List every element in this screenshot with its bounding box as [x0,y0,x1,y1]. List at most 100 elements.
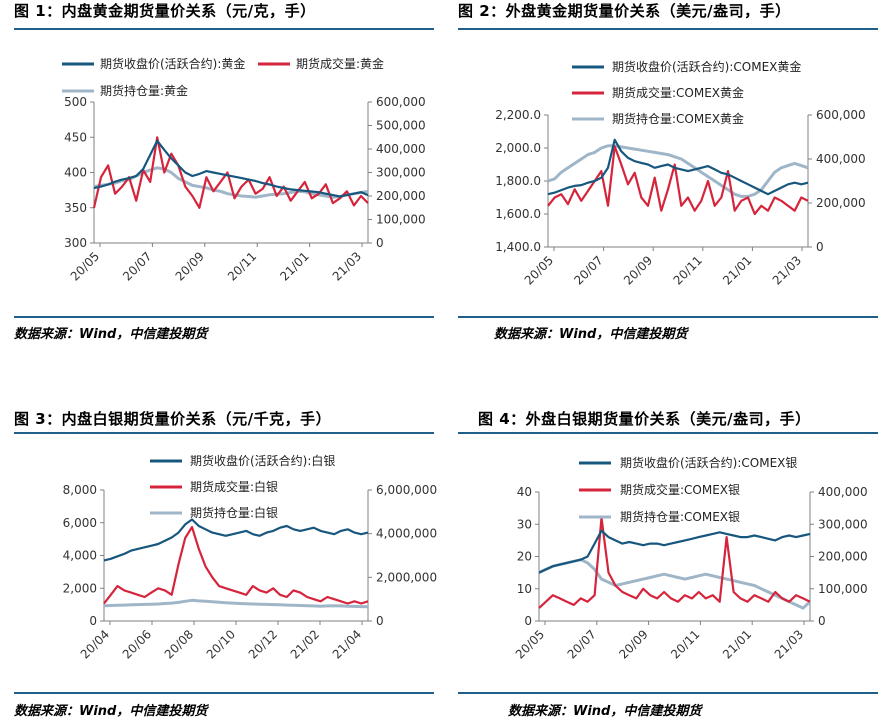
chart-title-1: 图 1：内盘黄金期货量价关系（元/克，手） [14,2,316,20]
right-tick-label: 200,000 [376,189,426,203]
x-tick-label: 20/07 [120,249,154,283]
left-tick-label: 300 [64,236,87,250]
title-rule-3 [14,432,434,434]
x-tick-label: 20/05 [68,249,102,283]
right-tick-label: 100,000 [818,582,868,596]
left-tick-label: 2,000 [63,581,97,595]
x-tick-label: 20/04 [78,627,112,661]
left-tick-label: 1,400.0 [495,240,541,254]
source-text-1: 数据来源：Wind，中信建投期货 [14,327,208,342]
source-text-3: 数据来源：Wind，中信建投期货 [14,704,208,719]
left-tick-label: 450 [64,130,87,144]
legend-label: 期货持仓量:白银 [190,505,278,520]
series-line-navy [103,518,369,562]
series-line-red [538,516,811,609]
series-line-grey [103,598,369,609]
left-tick-label: 1,800.0 [495,174,541,188]
right-tick-label: 0 [818,614,826,628]
x-tick-label: 20/06 [120,627,154,661]
series-line-navy [538,529,811,574]
legend-label: 期货收盘价(活跃合约):黄金 [100,56,245,71]
series-line-red [92,136,369,209]
series-line-grey [538,558,812,610]
legend: 期货收盘价(活跃合约):COMEX黄金期货成交量:COMEX黄金期货持仓量:CO… [572,59,801,126]
right-tick-label: 100,000 [376,213,426,227]
series-line-navy [93,139,369,198]
x-tick-label: 21/01 [720,253,754,287]
left-tick-label: 8,000 [63,483,97,497]
chart-svg-3: 8,000 6,000 4,000 2,000 0 6,000,000 4,000,000 2… [63,453,437,662]
title-rule-1 [14,28,434,30]
legend-label: 期货持仓量:COMEX银 [620,509,740,524]
title-rule-2 [458,28,878,30]
right-tick-label: 4,000,000 [376,527,437,541]
source-rule-3 [14,692,434,694]
left-tick-label: 0 [524,614,532,628]
chart-svg-4: 403020100400,000300,000200,000100,000020… [513,455,868,662]
legend-label: 期货成交量:白银 [190,479,278,494]
x-tick-label: 20/12 [246,627,280,661]
left-tick-label: 30 [517,517,532,531]
left-tick-label: 400 [64,166,87,180]
x-tick-label: 20/05 [513,627,547,661]
source-rule-1 [14,316,434,318]
series-line-navy [547,138,809,196]
chart-panel-3: 图 3：内盘白银期货量价关系（元/千克，手） 8,000 6,000 4,000 2,… [0,362,444,724]
right-tick-label: 300,000 [818,517,868,531]
right-tick-label: 400,000 [818,485,868,499]
series-line-grey [93,166,369,199]
left-tick-label: 1,600.0 [495,207,541,221]
legend-label: 期货收盘价(活跃合约):COMEX黄金 [612,59,801,74]
right-tick-label: 500,000 [376,119,426,133]
chart-svg-1: 500 450 400 350 300 600,000 500,000 400,000 300,… [62,56,426,284]
chart-panel-2: 图 2：外盘黄金期货量价关系（美元/盎司，手） 2,200.0 2,000.0 1,… [444,0,888,362]
legend-label: 期货成交量:黄金 [296,56,384,71]
chart-panel-1: 图 1：内盘黄金期货量价关系（元/克，手） 500 450 400 350 300 600… [0,0,444,362]
right-tick-label: 400,000 [816,152,866,166]
title-rule-4 [458,432,878,434]
x-tick-label: 21/04 [330,627,364,661]
chart-title-2: 图 2：外盘黄金期货量价关系（美元/盎司，手） [458,2,791,20]
x-tick-label: 20/11 [668,627,702,661]
chart-panel-4: 图 4：外盘白银期货量价关系（美元/盎司，手） 40 30 20 10 0 400,000… [444,362,888,724]
left-tick-label: 2,000.0 [495,141,541,155]
right-tick-label: 0 [816,240,824,254]
left-tick-label: 350 [64,201,87,215]
right-tick-label: 600,000 [816,108,866,122]
left-tick-label: 40 [517,485,532,499]
x-tick-label: 20/09 [616,627,650,661]
left-tick-label: 10 [517,582,532,596]
x-tick-label: 21/02 [288,627,322,661]
right-tick-label: 400,000 [376,142,426,156]
x-tick-label: 20/09 [173,249,207,283]
x-tick-label: 21/03 [770,253,804,287]
legend-label: 期货成交量:COMEX银 [620,482,740,497]
source-rule-4 [458,692,878,694]
series-line-grey [547,144,809,198]
chart-svg-2: 2,200.0 2,000.0 1,800.0 1,600.0 1,400.0 600,0… [495,59,866,288]
series-line-red [103,526,369,605]
left-tick-label: 6,000 [63,516,97,530]
left-tick-label: 500 [64,95,87,109]
legend-label: 期货成交量:COMEX黄金 [612,85,744,100]
x-tick-label: 20/11 [225,249,259,283]
x-tick-label: 21/01 [277,249,311,283]
chart-title-3: 图 3：内盘白银期货量价关系（元/千克，手） [14,410,332,428]
series-line-red [547,145,809,216]
x-tick-label: 21/03 [772,627,806,661]
legend-label: 期货收盘价(活跃合约):白银 [190,453,335,468]
right-tick-label: 600,000 [376,95,426,109]
x-tick-label: 20/09 [621,253,655,287]
x-tick-label: 21/03 [330,249,364,283]
right-tick-label: 2,000,000 [376,570,437,584]
source-text-2: 数据来源：Wind，中信建投期货 [494,327,688,342]
right-tick-label: 300,000 [376,166,426,180]
chart-title-4: 图 4：外盘白银期货量价关系（美元/盎司，手） [478,410,811,428]
x-tick-label: 20/11 [671,253,705,287]
left-tick-label: 2,200.0 [495,108,541,122]
right-tick-label: 6,000,000 [376,483,437,497]
source-rule-2 [458,316,878,318]
x-tick-label: 21/01 [720,627,754,661]
left-tick-label: 0 [89,614,97,628]
x-tick-label: 20/07 [571,253,605,287]
